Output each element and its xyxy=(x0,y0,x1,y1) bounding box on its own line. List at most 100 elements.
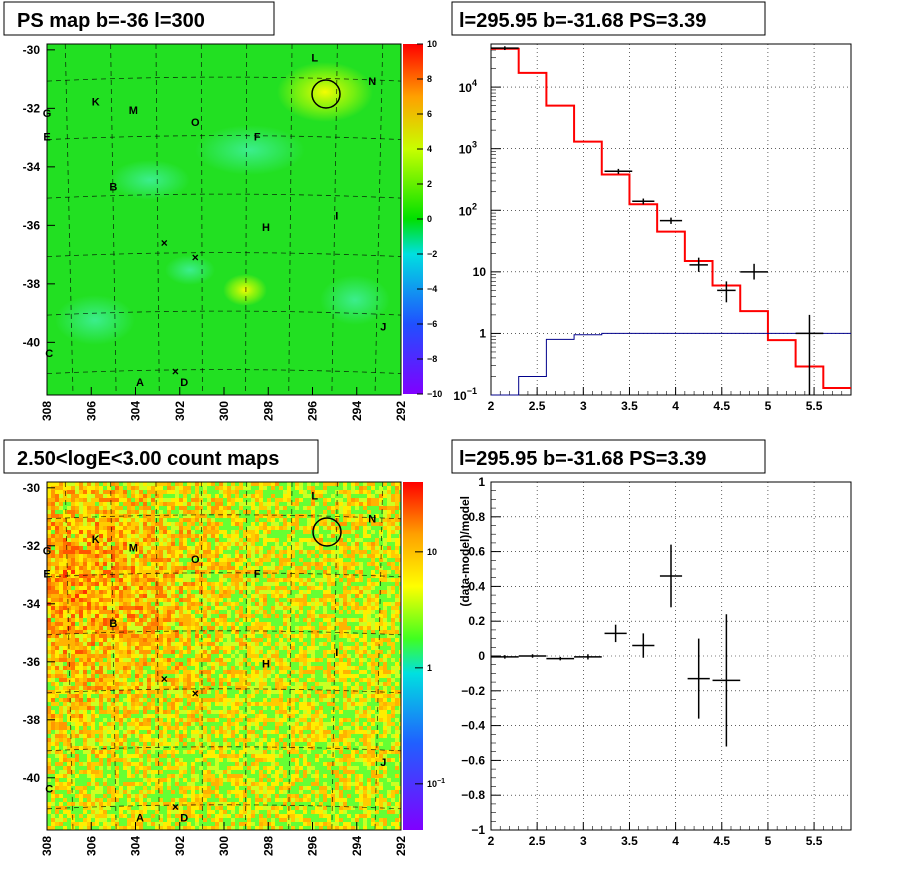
count-pixel xyxy=(215,670,219,674)
count-pixel xyxy=(271,574,275,578)
count-pixel xyxy=(303,486,307,490)
count-pixel xyxy=(195,574,199,578)
count-pixel xyxy=(287,662,291,666)
count-pixel xyxy=(119,622,123,626)
count-pixel xyxy=(119,650,123,654)
count-pixel xyxy=(71,642,75,646)
count-pixel xyxy=(79,482,83,486)
count-pixel xyxy=(143,506,147,510)
count-pixel xyxy=(375,618,379,622)
count-pixel xyxy=(347,646,351,650)
count-pixel xyxy=(207,598,211,602)
count-pixel xyxy=(299,642,303,646)
count-pixel xyxy=(239,538,243,542)
count-pixel xyxy=(139,686,143,690)
count-pixel xyxy=(135,526,139,530)
count-pixel xyxy=(99,586,103,590)
count-pixel xyxy=(247,530,251,534)
count-pixel xyxy=(151,566,155,570)
count-pixel xyxy=(119,610,123,614)
count-pixel xyxy=(103,522,107,526)
count-pixel xyxy=(123,586,127,590)
count-pixel xyxy=(127,690,131,694)
count-pixel xyxy=(279,658,283,662)
count-pixel xyxy=(151,494,155,498)
count-pixel xyxy=(131,566,135,570)
count-pixel xyxy=(399,502,401,506)
count-pixel xyxy=(71,594,75,598)
count-pixel xyxy=(239,494,243,498)
count-pixel xyxy=(199,510,203,514)
count-pixel xyxy=(83,650,87,654)
count-pixel xyxy=(59,506,63,510)
count-pixel xyxy=(395,594,399,598)
count-pixel xyxy=(271,526,275,530)
count-pixel xyxy=(83,662,87,666)
count-pixel xyxy=(143,606,147,610)
count-pixel xyxy=(223,506,227,510)
count-pixel xyxy=(199,558,203,562)
count-pixel xyxy=(155,682,159,686)
count-pixel xyxy=(59,578,63,582)
count-pixel xyxy=(119,554,123,558)
count-pixel xyxy=(251,518,255,522)
count-pixel xyxy=(235,594,239,598)
count-pixel xyxy=(391,626,395,630)
count-pixel xyxy=(71,494,75,498)
count-pixel xyxy=(383,670,387,674)
count-pixel xyxy=(235,642,239,646)
count-pixel xyxy=(219,578,223,582)
count-pixel xyxy=(143,486,147,490)
count-pixel xyxy=(183,502,187,506)
count-pixel xyxy=(279,606,283,610)
count-pixel xyxy=(327,550,331,554)
count-pixel xyxy=(311,598,315,602)
count-pixel xyxy=(95,594,99,598)
count-pixel xyxy=(391,498,395,502)
count-pixel xyxy=(327,530,331,534)
count-pixel xyxy=(47,590,51,594)
count-pixel xyxy=(207,590,211,594)
count-pixel xyxy=(139,570,143,574)
count-pixel xyxy=(171,630,175,634)
count-pixel xyxy=(387,638,391,642)
count-pixel xyxy=(111,498,115,502)
count-pixel xyxy=(223,674,227,678)
count-pixel xyxy=(319,486,323,490)
count-pixel xyxy=(275,666,279,670)
count-pixel xyxy=(135,506,139,510)
count-pixel xyxy=(75,514,79,518)
count-pixel xyxy=(267,482,271,486)
count-pixel xyxy=(383,678,387,682)
count-pixel xyxy=(327,562,331,566)
count-pixel xyxy=(311,618,315,622)
count-pixel xyxy=(47,626,51,630)
count-pixel xyxy=(239,506,243,510)
count-pixel xyxy=(135,666,139,670)
count-pixel xyxy=(371,590,375,594)
count-pixel xyxy=(115,562,119,566)
count-pixel xyxy=(251,658,255,662)
count-pixel xyxy=(275,622,279,626)
count-pixel xyxy=(339,606,343,610)
count-pixel xyxy=(339,610,343,614)
count-pixel xyxy=(179,630,183,634)
y-tick-label: 103 xyxy=(459,140,477,157)
count-pixel xyxy=(47,482,51,486)
count-pixel xyxy=(271,618,275,622)
count-pixel xyxy=(359,518,363,522)
count-pixel xyxy=(255,526,259,530)
count-pixel xyxy=(347,618,351,622)
count-pixel xyxy=(319,582,323,586)
count-pixel xyxy=(231,486,235,490)
count-pixel xyxy=(75,518,79,522)
count-pixel xyxy=(287,530,291,534)
count-pixel xyxy=(195,494,199,498)
count-pixel xyxy=(147,550,151,554)
count-pixel xyxy=(259,634,263,638)
count-pixel xyxy=(203,526,207,530)
count-pixel xyxy=(271,622,275,626)
count-pixel xyxy=(59,550,63,554)
count-pixel xyxy=(291,662,295,666)
count-pixel xyxy=(203,658,207,662)
